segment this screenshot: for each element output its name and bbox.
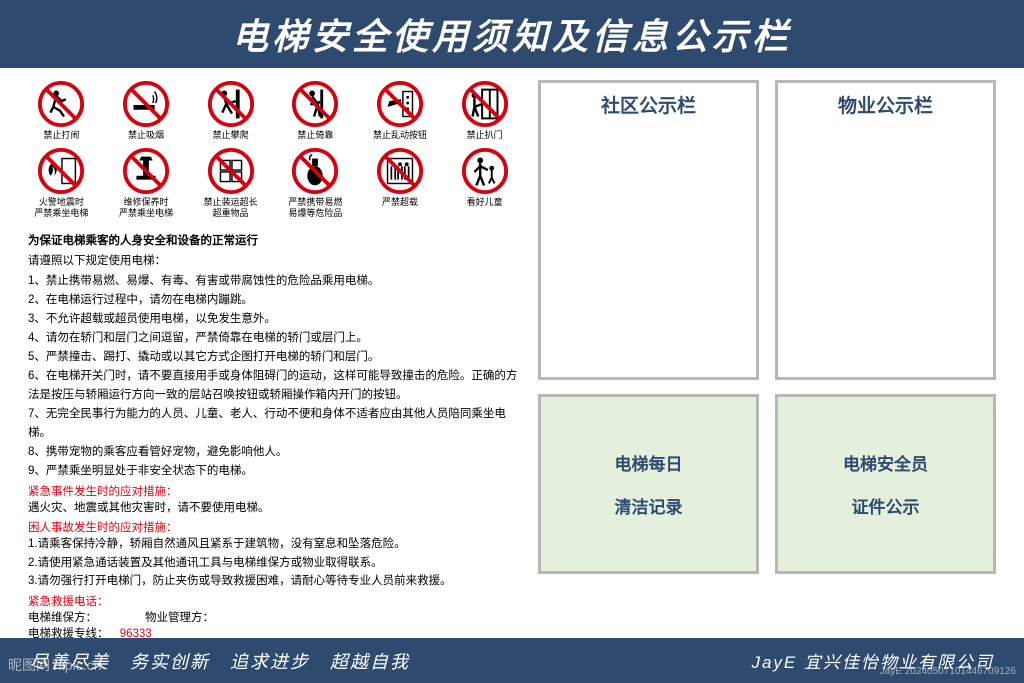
property-bulletin-box: 物业公示栏 xyxy=(775,80,996,380)
icon-label: 禁止打闹 xyxy=(43,130,79,141)
icon-label: 禁止乱动按钮 xyxy=(373,130,427,141)
icon-label: 严禁携带易燃 易爆等危险品 xyxy=(288,197,342,219)
icon-no-pry-door: 禁止扒门 xyxy=(451,80,518,141)
icon-watch-children: 看好儿童 xyxy=(451,147,518,219)
safety-cert-line1: 电梯安全员 xyxy=(843,450,928,475)
rule-item: 3、不允许超载或超员使用电梯，以免发生意外。 xyxy=(28,310,518,329)
mgmt-label: 物业管理方： xyxy=(145,612,214,624)
trapped-header: 困人事故发生时的应对措施： xyxy=(28,519,518,535)
trapped-list: 1.请乘客保持冷静，轿厢自然通风且紧系于建筑物，没有窒息和坠落危险。 2.请使用… xyxy=(28,535,518,590)
rule-item: 9、严禁乘坐明显处于非安全状态下的电梯。 xyxy=(28,462,518,481)
icon-no-maintenance: 维修保养时 严禁乘坐电梯 xyxy=(113,147,180,219)
icon-label: 严禁超载 xyxy=(382,197,418,208)
trapped-item: 2.请使用紧急通话装置及其他通讯工具与电梯维保方或物业取得联系。 xyxy=(28,554,518,572)
prohibition-icon xyxy=(376,147,424,195)
rules-intro-2: 请遵照以下规定使用电梯： xyxy=(28,252,518,268)
icon-label: 看好儿童 xyxy=(467,197,503,208)
prohibition-icon xyxy=(37,80,85,128)
icon-no-leaning: 禁止倚靠 xyxy=(282,80,349,141)
emergency-text: 遇火灾、地震或其他灾害时，请不要使用电梯。 xyxy=(28,499,518,517)
cleaning-record-line1: 电梯每日 xyxy=(615,450,683,475)
main-content: 禁止打闹 禁止吸烟 禁止攀爬 禁止倚靠 禁止乱动按钮 禁止扒门 xyxy=(0,68,1024,638)
safety-cert-line2: 证件公示 xyxy=(852,493,920,518)
maint-label: 电梯维保方： xyxy=(28,612,97,624)
prohibition-icon xyxy=(291,147,339,195)
cleaning-record-box: 电梯每日 清洁记录 xyxy=(538,394,759,574)
rule-item: 4、请勿在轿门和层门之间逗留，严禁倚靠在电梯的轿门或层门上。 xyxy=(28,329,518,348)
watermark-bottom-left: 昵图网 nipic.cn xyxy=(8,655,101,675)
trapped-item: 1.请乘客保持冷静，轿厢自然通风且紧系于建筑物，没有窒息和坠落危险。 xyxy=(28,535,518,553)
icon-no-fire-quake: 火警地震时 严禁乘坐电梯 xyxy=(28,147,95,219)
prohibition-icon xyxy=(207,80,255,128)
community-bulletin-title: 社区公示栏 xyxy=(601,91,696,118)
prohibition-icon xyxy=(376,80,424,128)
icon-label: 维修保养时 严禁乘坐电梯 xyxy=(119,197,173,219)
page-title: 电梯安全使用须知及信息公示栏 xyxy=(232,8,792,60)
bulletin-column-left: 社区公示栏 电梯每日 清洁记录 xyxy=(538,80,759,638)
icon-label: 禁止扒门 xyxy=(467,130,503,141)
rule-item: 7、无完全民事行为能力的人员、儿童、老人、行动不便和身体不适者应由其他人员陪同乘… xyxy=(28,405,518,443)
rules-list: 1、禁止携带易燃、易爆、有毒、有害或带腐蚀性的危险品乘用电梯。 2、在电梯运行过… xyxy=(28,272,518,481)
icon-no-smoking: 禁止吸烟 xyxy=(113,80,180,141)
phone-row-1: 电梯维保方： 物业管理方： xyxy=(28,609,518,625)
prohibition-icon-grid: 禁止打闹 禁止吸烟 禁止攀爬 禁止倚靠 禁止乱动按钮 禁止扒门 xyxy=(28,80,518,218)
watermark-bottom-right: JayE 20240507101446709126 xyxy=(880,666,1016,677)
icon-label: 禁止装运超长 超重物品 xyxy=(204,197,258,219)
bulletin-column-right: 物业公示栏 电梯安全员 证件公示 xyxy=(775,80,996,638)
left-column: 禁止打闹 禁止吸烟 禁止攀爬 禁止倚靠 禁止乱动按钮 禁止扒门 xyxy=(28,80,518,638)
icon-no-play: 禁止打闹 xyxy=(28,80,95,141)
prohibition-icon xyxy=(37,147,85,195)
prohibition-icon xyxy=(461,80,509,128)
safety-cert-box: 电梯安全员 证件公示 xyxy=(775,394,996,574)
rule-item: 1、禁止携带易燃、易爆、有毒、有害或带腐蚀性的危险品乘用电梯。 xyxy=(28,272,518,291)
prohibition-icon xyxy=(122,147,170,195)
icon-label: 火警地震时 严禁乘坐电梯 xyxy=(34,197,88,219)
footer-bar: 尽善尽美 务实创新 追求进步 超越自我 JayE 宜兴佳怡物业有限公司 xyxy=(0,638,1024,683)
emergency-header: 紧急事件发生时的应对措施： xyxy=(28,483,518,499)
cleaning-record-line2: 清洁记录 xyxy=(615,493,683,518)
icon-label: 禁止倚靠 xyxy=(297,130,333,141)
trapped-item: 3.请勿强行打开电梯门，防止夹伤或导致救援困难，请耐心等待专业人员前来救援。 xyxy=(28,572,518,590)
prohibition-icon xyxy=(291,80,339,128)
header-bar: 电梯安全使用须知及信息公示栏 xyxy=(0,0,1024,68)
icon-no-climbing: 禁止攀爬 xyxy=(197,80,264,141)
prohibition-icon xyxy=(207,147,255,195)
prohibition-icon xyxy=(122,80,170,128)
right-column: 社区公示栏 电梯每日 清洁记录 物业公示栏 电梯安全员 证件公示 xyxy=(538,80,996,638)
property-bulletin-title: 物业公示栏 xyxy=(838,91,933,118)
icon-no-oversize: 禁止装运超长 超重物品 xyxy=(197,147,264,219)
rules-intro-1: 为保证电梯乘客的人身安全和设备的正常运行 xyxy=(28,232,518,248)
icon-label: 禁止攀爬 xyxy=(213,130,249,141)
community-bulletin-box: 社区公示栏 xyxy=(538,80,759,380)
icon-no-buttons: 禁止乱动按钮 xyxy=(367,80,434,141)
icon-label: 禁止吸烟 xyxy=(128,130,164,141)
rule-item: 2、在电梯运行过程中，请勿在电梯内蹦跳。 xyxy=(28,291,518,310)
rule-item: 6、在电梯开关门时，请不要直接用手或身体阻碍门的运动，这样可能导致撞击的危险。正… xyxy=(28,367,518,405)
icon-no-hazmat: 严禁携带易燃 易爆等危险品 xyxy=(282,147,349,219)
rule-item: 5、严禁撞击、踢打、撬动或以其它方式企图打开电梯的轿门和层门。 xyxy=(28,348,518,367)
rule-item: 8、携带宠物的乘客应看管好宠物，避免影响他人。 xyxy=(28,443,518,462)
prohibition-icon xyxy=(461,147,509,195)
icon-no-overload: 严禁超载 xyxy=(367,147,434,219)
footer-slogan: 尽善尽美 务实创新 追求进步 超越自我 xyxy=(30,648,751,674)
rescue-header: 紧急救援电话： xyxy=(28,593,518,609)
